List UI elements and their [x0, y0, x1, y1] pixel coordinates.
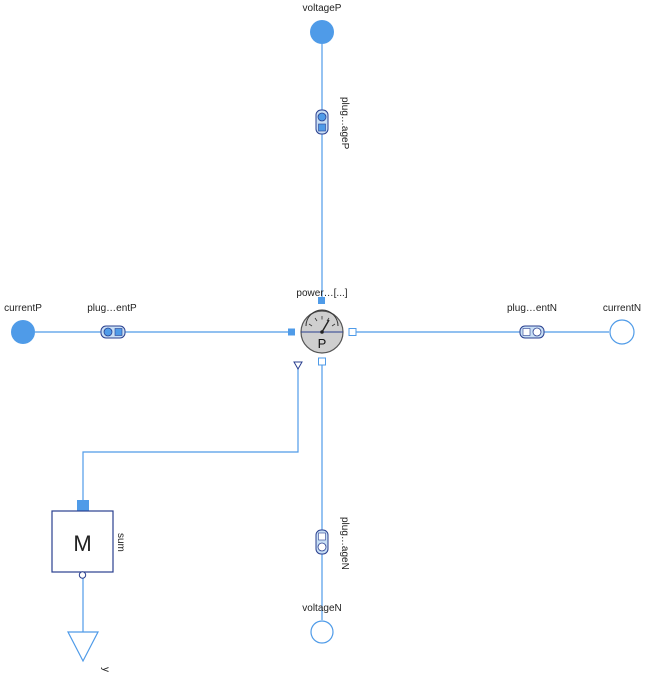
plug-voltageP[interactable]: plug…ageP	[315, 97, 350, 150]
y-output-icon[interactable]	[67, 631, 99, 663]
sum-output-port[interactable]	[78, 571, 87, 579]
wires	[35, 44, 609, 632]
voltageN-port-icon[interactable]	[310, 620, 334, 644]
power-sensor-right-port[interactable]	[348, 328, 357, 336]
sum-block[interactable]: M sum	[51, 500, 126, 579]
plug-currentP-pin-icon	[103, 327, 113, 337]
sum-symbol: M	[73, 531, 91, 556]
voltageP-port-icon[interactable]	[310, 20, 334, 44]
power-sensor-label: power…[...]	[296, 288, 347, 299]
plug-currentP-connector-icon	[114, 328, 123, 336]
plug-voltageN-pin-icon	[317, 542, 327, 552]
plug-currentP[interactable]: plug…entP	[87, 303, 137, 339]
sum-body[interactable]	[51, 510, 114, 573]
y-label: y	[100, 667, 111, 672]
plug-currentN-connector-icon	[522, 328, 531, 336]
plug-voltageP-connector-icon	[318, 123, 326, 132]
power-sensor-symbol: P	[318, 336, 327, 351]
port-voltageN[interactable]: voltageN	[302, 603, 342, 644]
currentP-label: currentP	[4, 303, 42, 314]
sum-input-port[interactable]	[77, 500, 89, 511]
power-sensor-bottom-port[interactable]	[318, 357, 326, 366]
gauge-icon	[305, 309, 339, 334]
plug-currentP-label: plug…entP	[87, 303, 137, 314]
port-currentP[interactable]: currentP	[4, 303, 42, 344]
voltageP-label: voltageP	[303, 3, 342, 14]
plug-voltageN[interactable]: plug…ageN	[315, 517, 350, 570]
power-sensor-output-port[interactable]	[293, 361, 303, 371]
plug-voltageN-connector-icon	[318, 532, 326, 541]
plug-currentN-pin-icon	[532, 327, 542, 337]
currentN-label: currentN	[603, 303, 641, 314]
port-y[interactable]: y	[67, 631, 111, 672]
wire-power-to-sum[interactable]	[82, 366, 299, 500]
power-sensor[interactable]: power…[...] P	[288, 288, 357, 371]
power-sensor-left-port[interactable]	[288, 328, 295, 336]
port-voltageP[interactable]: voltageP	[303, 3, 342, 44]
power-sensor-top-port[interactable]	[318, 297, 325, 304]
plug-currentN[interactable]: plug…entN	[507, 303, 557, 339]
sum-label: sum	[115, 533, 126, 552]
currentP-port-icon[interactable]	[11, 320, 35, 344]
plug-voltageN-label: plug…ageN	[339, 517, 350, 570]
plug-voltageP-pin-icon	[317, 112, 327, 122]
plug-currentN-label: plug…entN	[507, 303, 557, 314]
currentN-port-icon[interactable]	[609, 319, 635, 345]
plug-voltageP-label: plug…ageP	[339, 97, 350, 150]
port-currentN[interactable]: currentN	[603, 303, 641, 345]
voltageN-label: voltageN	[302, 603, 341, 614]
